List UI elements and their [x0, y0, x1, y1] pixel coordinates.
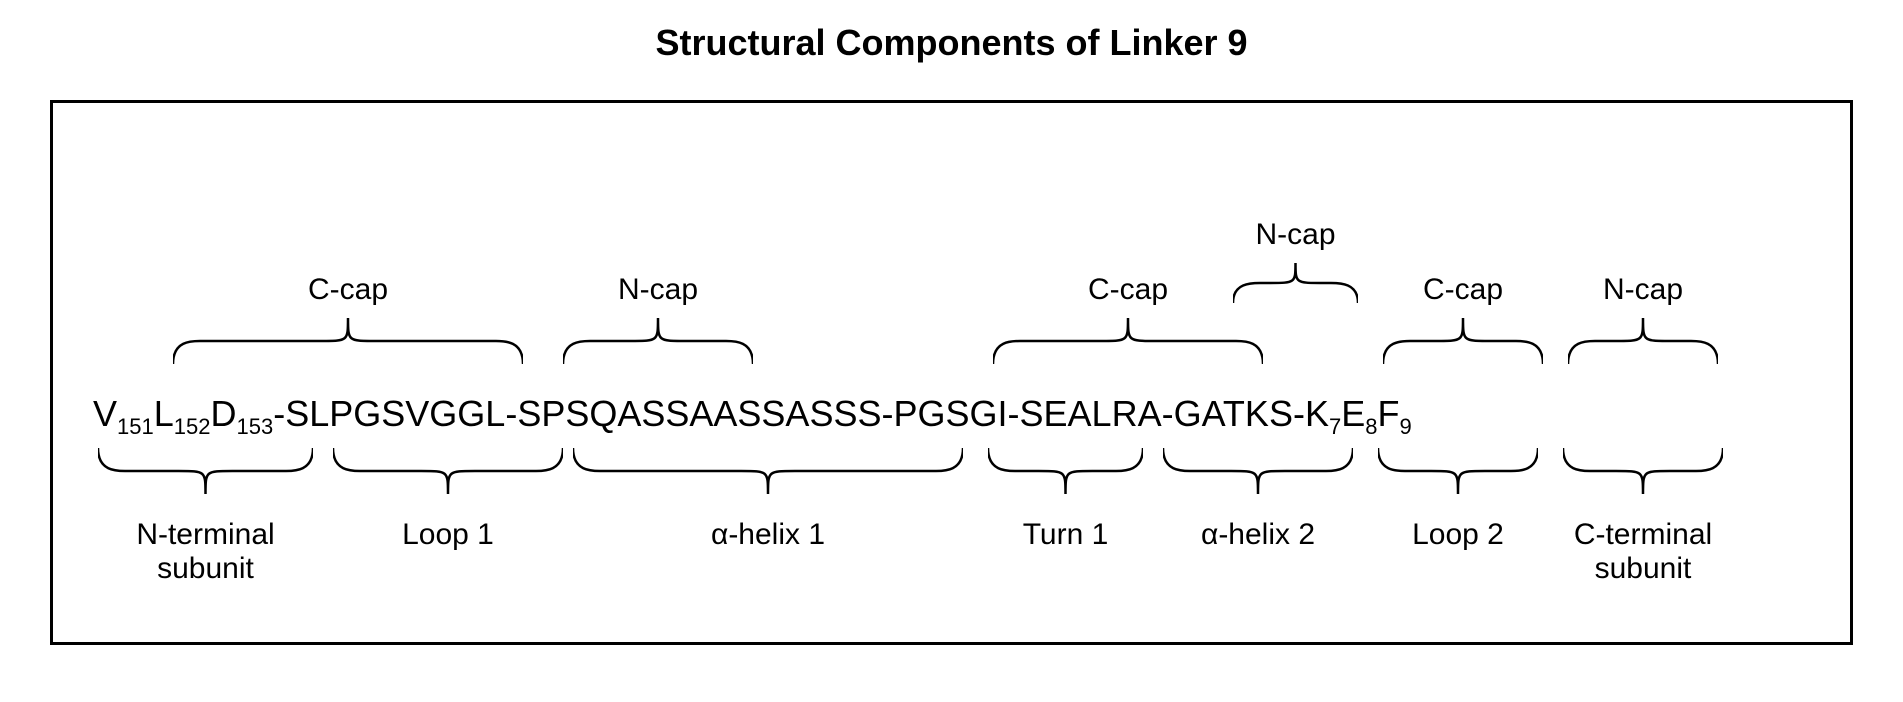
bottom-brace-label: α-helix 2 — [1163, 518, 1353, 552]
seg-turn1: PGSGI — [893, 393, 1007, 435]
bottom-brace — [573, 448, 963, 494]
seg-helix2: SEALRA — [1020, 393, 1162, 435]
top-brace-label: C-cap — [173, 273, 523, 307]
dash: - — [881, 393, 893, 435]
seg-n-terminal: V151L152D153 — [93, 393, 273, 440]
top-brace-label: N-cap — [1568, 273, 1718, 307]
dash: - — [1162, 393, 1174, 435]
bottom-brace — [988, 448, 1143, 494]
diagram-frame: C-cap N-cap C-cap N-cap C-cap N-cap V151L152D… — [50, 100, 1853, 645]
top-brace — [1383, 318, 1543, 364]
seg-c-terminal: K7E8F9 — [1305, 393, 1412, 440]
bottom-brace — [1163, 448, 1353, 494]
bottom-brace-label: Turn 1 — [988, 518, 1143, 552]
bottom-brace — [1563, 448, 1723, 494]
bottom-brace-label: α-helix 1 — [573, 518, 963, 552]
seg-helix1: SPSQASSAASSASSS — [517, 393, 881, 435]
top-brace — [1568, 318, 1718, 364]
dash: - — [1293, 393, 1305, 435]
top-brace-label: C-cap — [993, 273, 1263, 307]
top-brace-label: C-cap — [1383, 273, 1543, 307]
bottom-brace-label: C-terminal subunit — [1563, 518, 1723, 586]
top-brace-label: N-cap — [1233, 218, 1358, 252]
dash: - — [505, 393, 517, 435]
seg-loop2: GATKS — [1174, 393, 1293, 435]
top-brace — [563, 318, 753, 364]
bottom-brace-label: N-terminal subunit — [98, 518, 313, 586]
bottom-brace-label: Loop 2 — [1378, 518, 1538, 552]
bottom-brace-label: Loop 1 — [333, 518, 563, 552]
top-brace-label: N-cap — [563, 273, 753, 307]
dash: - — [1008, 393, 1020, 435]
top-brace — [173, 318, 523, 364]
bottom-brace — [1378, 448, 1538, 494]
sequence-row: V151L152D153-SLPGSVGGL-SPSQASSAASSASSS-P… — [53, 393, 1850, 440]
diagram-title: Structural Components of Linker 9 — [0, 0, 1903, 64]
dash: - — [273, 393, 285, 435]
bottom-brace — [98, 448, 313, 494]
bottom-brace — [333, 448, 563, 494]
top-brace — [993, 318, 1263, 364]
seg-loop1: SLPGSVGGL — [285, 393, 505, 435]
